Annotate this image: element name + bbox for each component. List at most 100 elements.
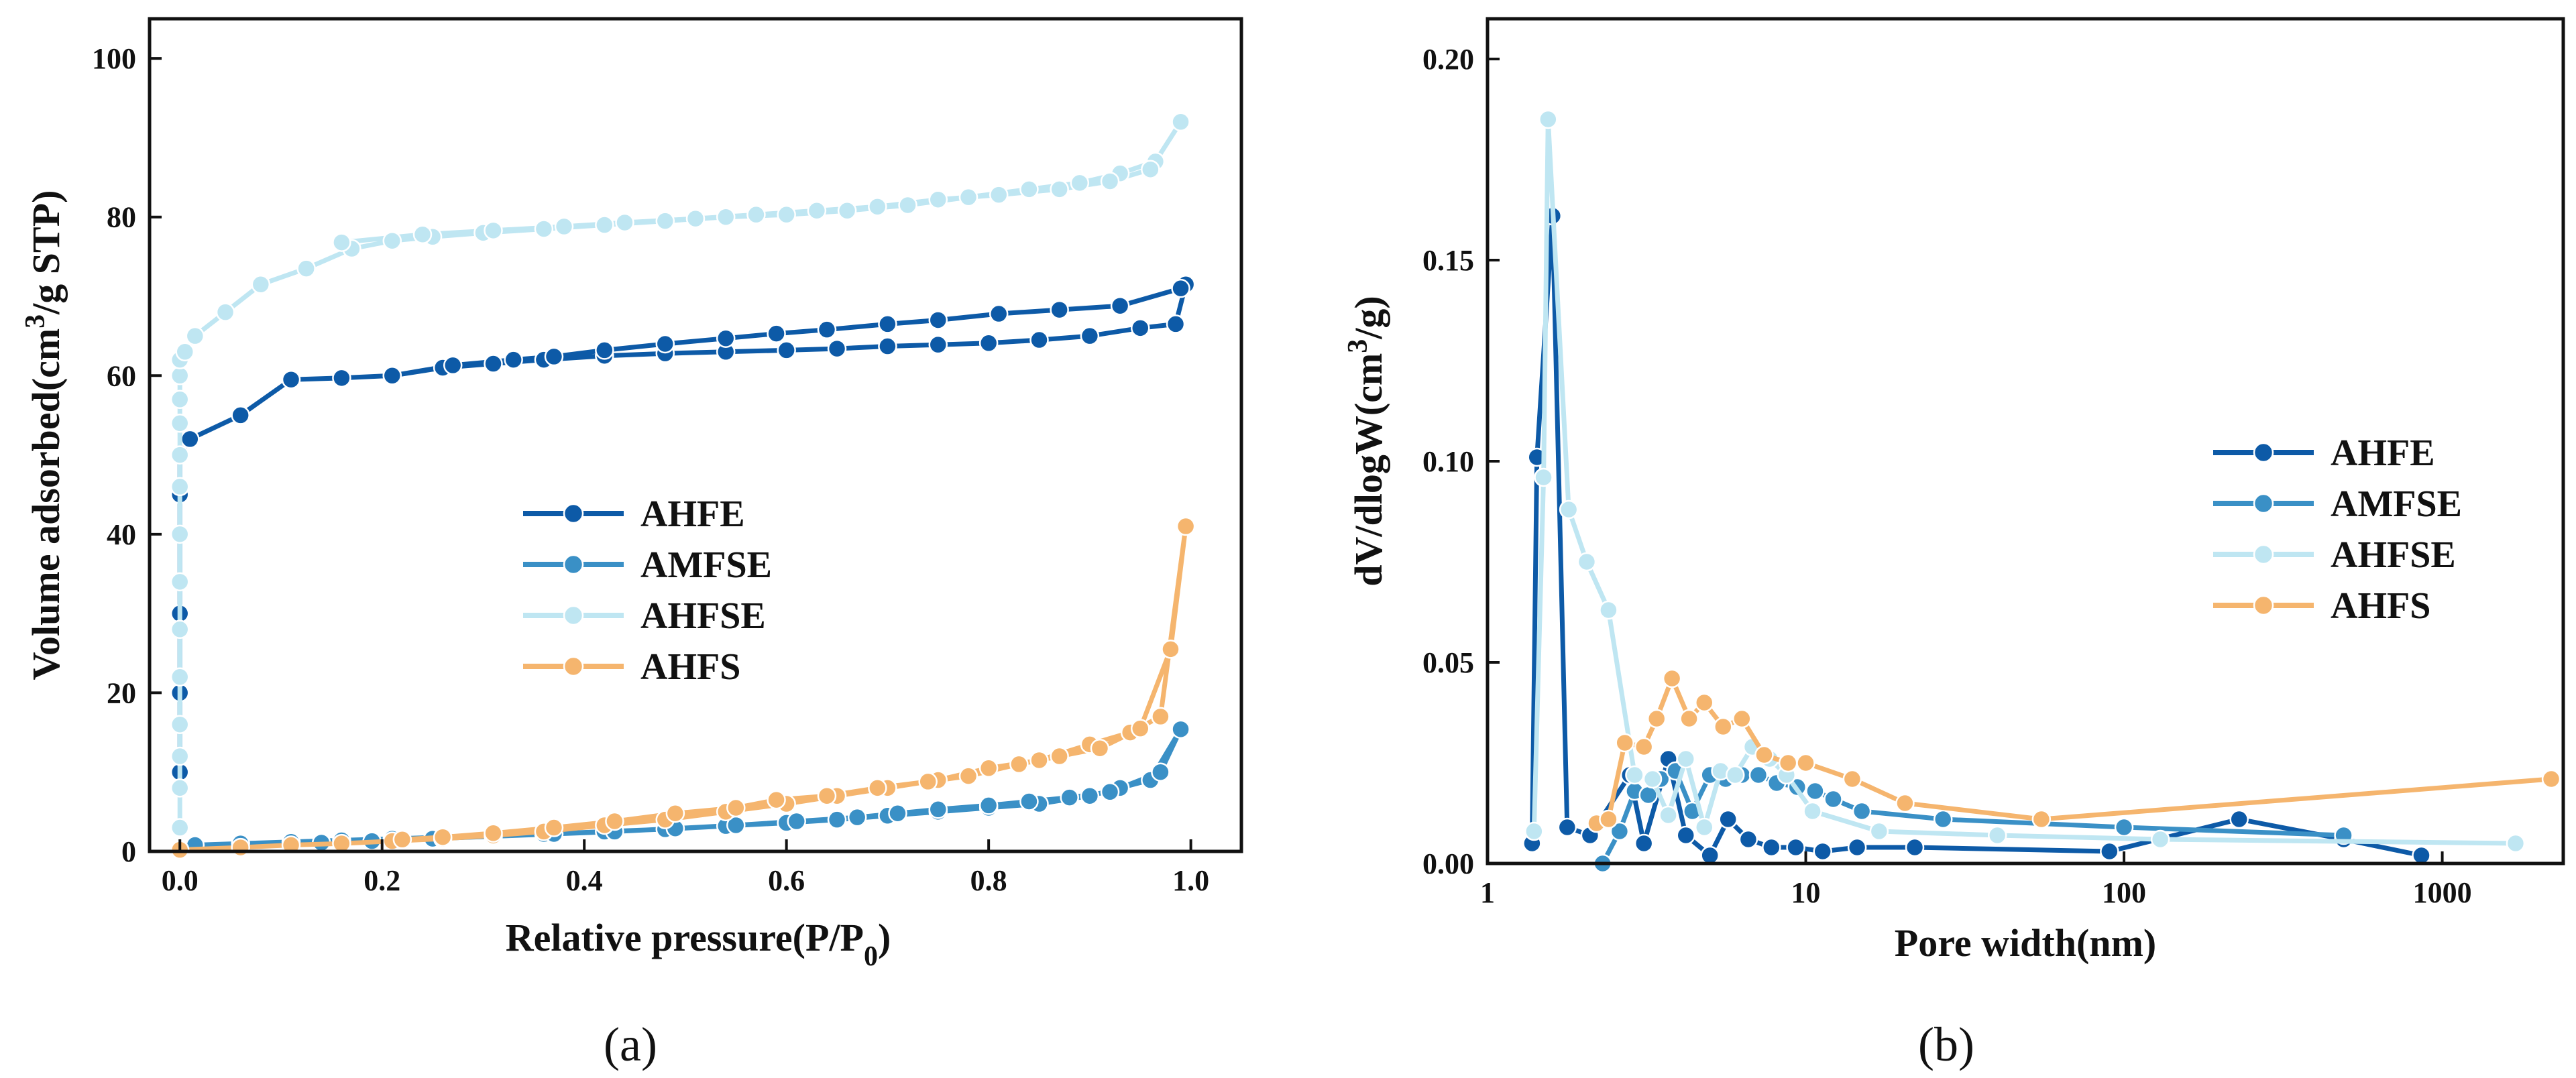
panel-a-x-tick-label: 0.6 <box>768 864 805 897</box>
panel-a-x-tick-label: 0.2 <box>363 864 400 897</box>
data-point-ahfse <box>1726 765 1745 785</box>
data-point-amfse <box>1019 792 1039 811</box>
data-point-amfse <box>978 796 999 815</box>
data-point-ahfse <box>1534 467 1553 487</box>
data-point-ahfse <box>1659 805 1678 825</box>
data-point-ahfe <box>180 429 200 449</box>
data-point-ahfs <box>1599 809 1618 829</box>
data-point-ahfs <box>1778 753 1798 773</box>
data-point-ahfse <box>332 233 351 252</box>
data-point-ahfse <box>170 572 190 592</box>
legend-swatch-marker <box>563 605 584 626</box>
data-point-ahfse <box>1869 821 1889 841</box>
data-point-ahfs <box>433 827 453 847</box>
data-point-ahfse <box>412 225 433 244</box>
panel-b-x-tick-label: 1000 <box>2413 876 2472 909</box>
data-point-ahfe <box>1634 833 1654 853</box>
data-point-ahfse <box>170 414 190 433</box>
panel-b-y-tick-label: 0.10 <box>1422 445 1474 478</box>
data-point-ahfs <box>1050 746 1069 766</box>
legend-label: AHFE <box>2331 432 2435 474</box>
data-point-ahfse <box>615 213 634 233</box>
data-point-ahfe <box>817 320 837 339</box>
data-point-ahfs <box>231 837 250 857</box>
panel-a-x-tick-label: 0.4 <box>566 864 603 897</box>
data-point-ahfse <box>1599 600 1618 620</box>
data-point-ahfe <box>443 355 463 375</box>
legend-swatch-marker <box>2253 442 2274 463</box>
panel-label-b: (b) <box>1918 1018 1974 1071</box>
panel-b-x-tick-label: 100 <box>2102 876 2146 909</box>
legend-swatch-marker <box>2253 493 2274 514</box>
data-point-ahfe <box>544 347 564 367</box>
panel-b-y-tick-label: 0.05 <box>1422 646 1474 679</box>
panel-b-y-tick-label: 0.15 <box>1422 244 1474 277</box>
panel-b-plot-frame <box>1486 17 2565 865</box>
data-point-ahfse <box>2150 829 2170 849</box>
data-point-ahfse <box>958 187 978 207</box>
panel-b-x-tick-label: 10 <box>1791 876 1821 909</box>
legend-item-ahfe: AHFE <box>523 493 745 535</box>
data-point-ahfse <box>1019 180 1039 199</box>
data-point-ahfse <box>1538 109 1558 129</box>
data-point-ahfse <box>655 211 675 231</box>
legend-swatch-marker <box>2253 544 2274 565</box>
panel-b-y-tick-label: 0.00 <box>1422 847 1474 880</box>
data-point-ahfe <box>655 334 675 354</box>
data-point-ahfse <box>170 619 190 640</box>
data-point-ahfse <box>170 390 190 410</box>
data-point-ahfe <box>777 341 796 360</box>
data-point-ahfs <box>868 778 887 798</box>
data-point-ahfe <box>332 368 351 388</box>
data-point-ahfs <box>918 772 938 792</box>
data-point-ahfse <box>1559 499 1579 520</box>
data-point-amfse <box>1151 762 1170 782</box>
data-point-ahfs <box>544 818 564 837</box>
data-point-ahfs <box>1895 793 1915 813</box>
data-point-amfse <box>1824 789 1843 809</box>
data-point-ahfse <box>898 195 917 215</box>
legend-label: AHFSE <box>2331 534 2456 576</box>
data-point-ahfs <box>1662 668 1682 688</box>
legend-label: AMFSE <box>2331 483 2462 525</box>
data-point-ahfs <box>1090 738 1110 758</box>
legend-swatch-marker <box>563 656 584 677</box>
panel-a-ticks: 0.0 0.2 0.4 0.6 0.8 1.0 0 20 40 60 80 100 <box>92 42 1209 897</box>
panel-label-a: (a) <box>604 1018 657 1071</box>
data-point-ahfse <box>170 524 190 544</box>
panel-a-y-tick-label: 60 <box>107 359 136 392</box>
data-point-amfse <box>1100 782 1120 802</box>
panel-b-x-tick-label: 1 <box>1480 876 1495 909</box>
data-point-ahfse <box>989 185 1009 204</box>
data-point-ahfse <box>807 201 827 221</box>
data-point-amfse <box>1610 821 1630 841</box>
data-point-ahfs <box>1161 640 1180 659</box>
data-point-ahfse <box>170 746 190 766</box>
data-point-ahfs <box>1646 709 1667 729</box>
data-point-ahfe <box>504 350 523 369</box>
data-point-ahfse <box>1524 821 1544 841</box>
data-point-ahfse <box>746 204 766 225</box>
panel-a-y-tick-label: 40 <box>107 518 136 551</box>
legend-swatch-marker <box>2253 595 2274 616</box>
data-point-ahfse <box>1695 817 1714 837</box>
legend-swatch-marker <box>563 554 584 575</box>
data-point-ahfse <box>215 302 235 322</box>
data-point-ahfs <box>1842 769 1862 789</box>
data-point-ahfe <box>484 354 503 373</box>
data-point-amfse <box>1080 786 1100 806</box>
data-point-amfse <box>1060 788 1079 807</box>
data-point-ahfs <box>1029 750 1049 770</box>
data-point-ahfe <box>1131 318 1150 338</box>
data-point-amfse <box>787 811 806 831</box>
panel-b-ticks: 1 10 100 1000 0.00 0.05 0.10 0.15 0.20 <box>1422 43 2472 909</box>
legend-item-ahfe: AHFE <box>2213 432 2435 474</box>
data-point-ahfse <box>170 445 190 465</box>
data-point-amfse <box>2114 817 2134 837</box>
data-point-amfse <box>1748 765 1769 785</box>
data-point-ahfe <box>1080 326 1100 346</box>
panel-a-plot-frame <box>148 17 1243 853</box>
data-point-ahfe <box>989 304 1009 324</box>
data-point-ahfs <box>281 835 301 855</box>
